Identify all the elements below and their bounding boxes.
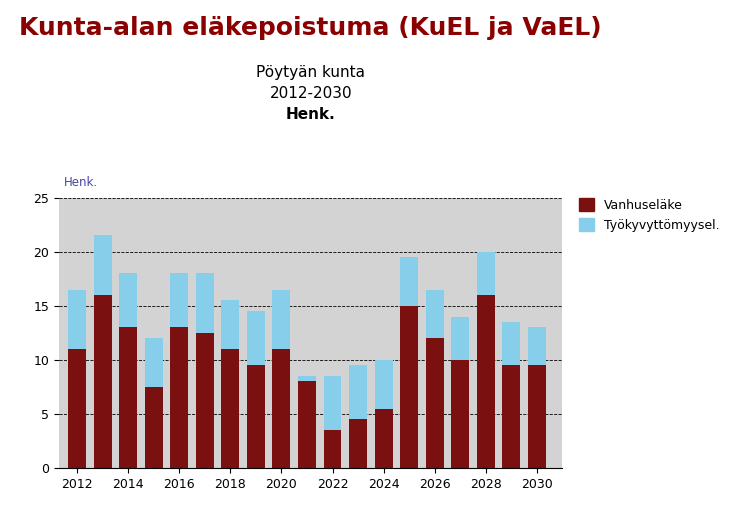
Bar — [94, 236, 112, 295]
Bar — [400, 306, 418, 468]
Bar — [196, 274, 214, 333]
Bar — [349, 365, 367, 419]
Bar — [323, 430, 341, 468]
Bar — [298, 382, 316, 468]
Text: Henk.: Henk. — [286, 107, 336, 122]
Bar — [145, 338, 163, 387]
Bar — [68, 349, 86, 468]
Text: Pöytyän kunta: Pöytyän kunta — [256, 65, 366, 80]
Bar — [170, 328, 188, 468]
Bar — [528, 328, 546, 365]
Bar — [400, 257, 418, 306]
Bar — [68, 290, 86, 349]
Bar — [502, 322, 520, 365]
Bar — [528, 365, 546, 468]
Bar — [94, 295, 112, 468]
Bar — [451, 360, 469, 468]
Bar — [477, 252, 495, 295]
Bar — [119, 328, 137, 468]
Bar — [247, 311, 265, 365]
Bar — [425, 338, 443, 468]
Text: Kunta-alan eläkepoistuma (KuEL ja VaEL): Kunta-alan eläkepoistuma (KuEL ja VaEL) — [19, 16, 602, 40]
Bar — [221, 301, 239, 349]
Bar — [272, 290, 290, 349]
Bar — [502, 365, 520, 468]
Bar — [170, 274, 188, 328]
Bar — [247, 365, 265, 468]
Text: 2012-2030: 2012-2030 — [269, 86, 352, 101]
Bar — [196, 333, 214, 468]
Bar — [323, 376, 341, 430]
Bar — [145, 387, 163, 468]
Bar — [298, 376, 316, 382]
Bar — [374, 360, 392, 409]
Text: Henk.: Henk. — [64, 176, 98, 189]
Bar — [272, 349, 290, 468]
Bar — [221, 349, 239, 468]
Bar — [451, 317, 469, 360]
Bar — [374, 409, 392, 468]
Bar — [425, 290, 443, 338]
Bar — [477, 295, 495, 468]
Bar — [349, 419, 367, 468]
Legend: Vanhuseläke, Työkyvyttömyysel.: Vanhuseläke, Työkyvyttömyysel. — [579, 199, 719, 232]
Bar — [119, 274, 137, 328]
